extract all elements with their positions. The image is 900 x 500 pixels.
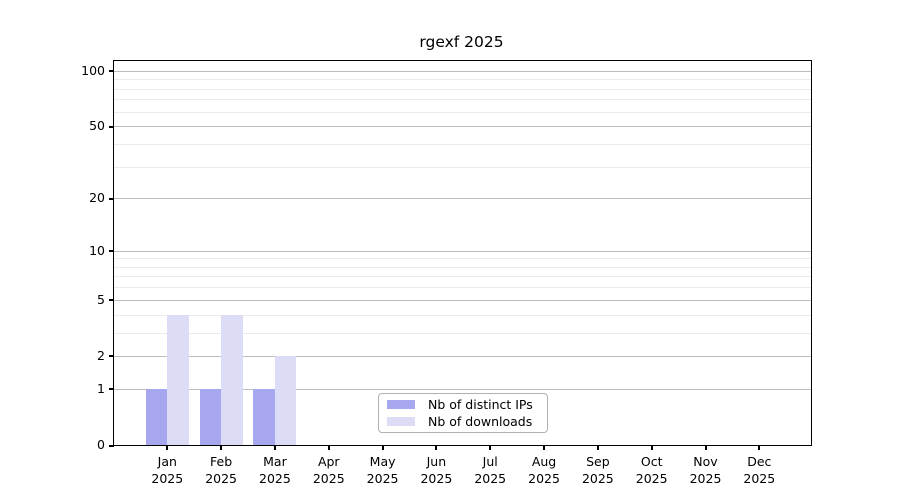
y-axis-tick-label: 50 (89, 118, 105, 134)
x-tick-mark (166, 445, 169, 450)
x-tick-mark (273, 445, 276, 450)
x-axis-tick-label: Feb 2025 (205, 454, 238, 486)
legend-label-downloads: Nb of downloads (428, 413, 533, 429)
y-axis-tick-label: 10 (89, 242, 105, 258)
legend-box: Nb of distinct IPs Nb of downloads (378, 393, 548, 433)
x-axis-tick-label: Dec 2025 (743, 454, 776, 486)
y-major-gridline (114, 388, 811, 390)
y-minor-gridline (114, 143, 811, 145)
y-major-gridline (114, 198, 811, 200)
legend-label-distinct-ips: Nb of distinct IPs (428, 397, 533, 413)
y-minor-gridline (114, 88, 811, 90)
x-axis-tick-label: Nov 2025 (689, 454, 722, 486)
y-axis-tick-label: 0 (97, 437, 105, 452)
y-axis-tick-label: 5 (97, 291, 105, 307)
x-tick-mark (381, 445, 384, 450)
x-axis-tick-label: Aug 2025 (528, 454, 560, 486)
y-axis-tick-label: 100 (81, 62, 105, 78)
y-minor-gridline (114, 314, 811, 316)
y-minor-gridline (114, 287, 811, 289)
y-major-gridline (114, 126, 811, 128)
y-minor-gridline (114, 111, 811, 113)
y-axis-tick-label: 2 (97, 347, 105, 363)
legend-item-downloads: Nb of downloads (379, 414, 547, 429)
legend-swatch-downloads (387, 416, 415, 426)
distinct-ips-bar-feb (199, 388, 222, 445)
y-axis-tick-label: 20 (89, 190, 105, 206)
x-axis-tick-label: Apr 2025 (312, 454, 345, 486)
y-minor-gridline (114, 266, 811, 268)
y-tick-mark (109, 388, 114, 391)
plot-area: 0 1 2 5 10 20 50 100 Jan 2025 Feb 2025 Mar 2025 Apr… (81, 60, 812, 486)
y-minor-gridline (114, 276, 811, 278)
downloads-bar-mar (274, 355, 297, 445)
y-tick-mark (109, 250, 114, 253)
y-major-gridline (114, 355, 811, 357)
distinct-ips-bar-mar (253, 388, 275, 445)
legend-item-distinct-ips: Nb of distinct IPs (379, 397, 547, 412)
x-axis-tick-label: Jun 2025 (420, 454, 453, 486)
y-tick-mark (109, 197, 114, 200)
x-tick-mark (435, 445, 438, 450)
x-axis-tick-label: Jan 2025 (151, 454, 184, 486)
x-axis-tick-label: Jul 2025 (474, 454, 507, 486)
x-axis-tick-label: Mar 2025 (259, 454, 291, 486)
y-major-gridline (114, 299, 811, 301)
y-major-gridline (114, 250, 811, 252)
x-tick-mark (543, 445, 546, 450)
x-tick-mark (758, 445, 761, 450)
downloads-bar-feb (221, 314, 243, 445)
x-tick-mark (489, 445, 492, 450)
y-tick-mark (109, 444, 114, 447)
x-axis-tick-label: Sep 2025 (581, 454, 614, 486)
chart-title: rgexf 2025 (419, 33, 504, 51)
y-minor-gridline (114, 99, 811, 101)
distinct-ips-bar-jan (145, 388, 168, 445)
y-tick-mark (109, 299, 114, 302)
x-axis-tick-label: Oct 2025 (635, 454, 668, 486)
y-minor-gridline (114, 79, 811, 81)
y-minor-gridline (114, 332, 811, 334)
downloads-bar-jan (167, 314, 189, 445)
y-tick-mark (109, 125, 114, 128)
x-tick-mark (596, 445, 599, 450)
y-tick-mark (109, 70, 114, 73)
y-tick-mark (109, 355, 114, 358)
y-minor-gridline (114, 166, 811, 168)
x-axis-tick-label: May 2025 (366, 454, 399, 486)
x-tick-mark (704, 445, 707, 450)
y-axis-tick-label: 1 (97, 380, 105, 396)
y-minor-gridline (114, 258, 811, 260)
x-tick-mark (220, 445, 223, 450)
x-tick-mark (650, 445, 653, 450)
legend-swatch-distinct-ips (387, 400, 415, 410)
y-major-gridline (114, 70, 811, 72)
x-tick-mark (327, 445, 330, 450)
